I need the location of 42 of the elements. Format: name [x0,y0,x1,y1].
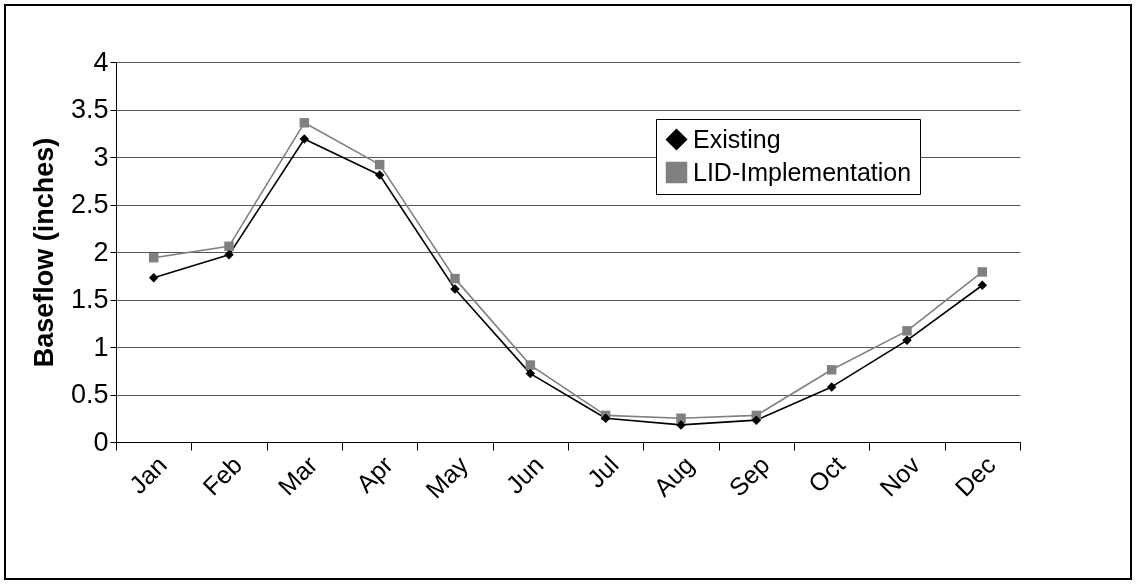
point [902,335,912,346]
point [676,413,686,423]
point [374,159,385,170]
y-tick-label: 3 [93,141,109,172]
point [977,280,988,290]
x-tick-label: Aug [647,450,700,502]
point [826,382,837,392]
x-tick-label: Nov [873,450,926,502]
point [977,267,988,277]
legend-label: LID-Implementation [693,157,912,186]
point [299,118,310,128]
x-tick-label: Sep [723,450,775,502]
point [751,415,762,425]
y-tick-label: 1.5 [70,284,109,314]
x-tick-label: Feb [196,450,248,501]
point [374,170,385,180]
x-tick-label: Jun [500,450,549,499]
x-tick-label: May [419,450,474,504]
y-tick-label: 4 [93,46,109,77]
point [299,134,310,144]
legend-label: Existing [693,124,781,153]
y-tick-label: 2 [93,236,109,267]
y-tick-label: 2.5 [70,189,109,219]
point [148,272,159,283]
x-tick-label: Jul [581,450,624,493]
point [525,360,536,370]
y-tick-label: 0.5 [70,379,109,409]
y-tick-label: 3.5 [70,94,109,124]
y-tick-label: 1 [93,331,109,362]
point [525,368,536,379]
x-tick-label: Mar [272,450,323,501]
point [450,273,460,284]
point [826,365,837,375]
y-axis-title: Baseflow (inches) [28,137,59,368]
y-tick-label: 0 [93,426,109,457]
point [148,252,159,263]
x-tick-label: Apr [350,450,398,498]
x-tick-label: Dec [949,450,1001,502]
x-tick-label: Jan [123,450,172,499]
point [224,241,234,252]
point [902,326,912,336]
x-tick-label: Oct [802,450,850,498]
